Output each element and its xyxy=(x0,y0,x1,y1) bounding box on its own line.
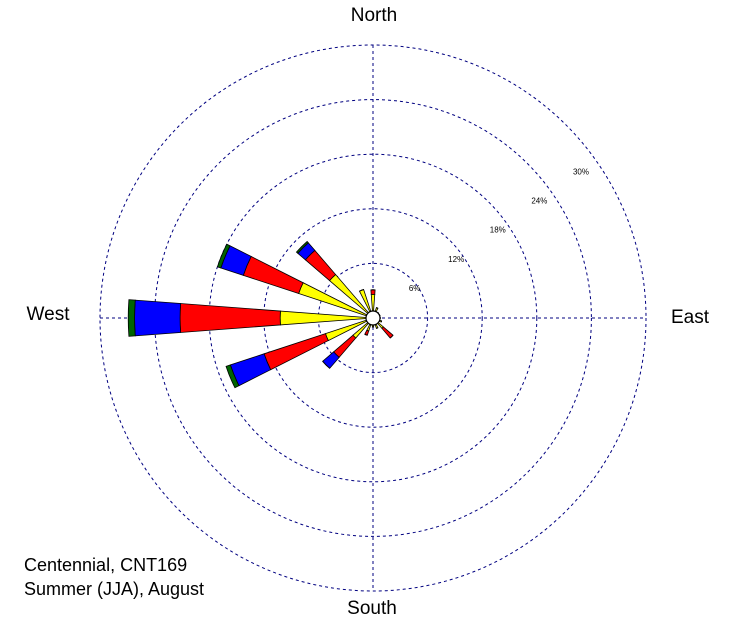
wind-segment xyxy=(134,299,182,337)
wind-segment xyxy=(376,307,379,309)
ring-label: 12% xyxy=(448,255,464,264)
ring-label: 30% xyxy=(573,167,589,176)
calm-circle xyxy=(365,310,381,326)
ring-label: 18% xyxy=(490,226,506,235)
ring-label: 6% xyxy=(409,284,421,293)
wind-segment xyxy=(380,320,383,323)
bars xyxy=(127,240,394,389)
annotation: Centennial, CNT169 xyxy=(24,555,187,575)
ring-label: 24% xyxy=(531,197,547,206)
wind-segment xyxy=(179,303,281,333)
wind-segment xyxy=(225,364,240,389)
wind-segment xyxy=(216,243,231,269)
wind-segment xyxy=(127,299,136,337)
wind-segment xyxy=(263,333,329,371)
wind-segment xyxy=(370,289,376,295)
direction-label: East xyxy=(671,307,710,328)
annotation: Summer (JJA), August xyxy=(24,579,204,599)
direction-label: South xyxy=(347,598,397,619)
wind-segment xyxy=(389,334,394,339)
wind-segment xyxy=(298,282,374,319)
wind-segment xyxy=(376,327,379,329)
wind-segment xyxy=(328,273,374,319)
grid-ring xyxy=(99,44,647,592)
grid-ring xyxy=(317,262,429,374)
wind-segment xyxy=(295,240,309,254)
wind-segment xyxy=(381,326,394,339)
labels: 6% 12% 18% 24% 30% North East South West xyxy=(27,5,710,619)
direction-label: West xyxy=(27,304,71,325)
direction-label: North xyxy=(351,5,397,26)
wind-segment xyxy=(242,255,304,295)
grid-ring xyxy=(208,153,538,483)
wind-segment xyxy=(359,289,364,292)
wind-segment xyxy=(333,334,357,358)
